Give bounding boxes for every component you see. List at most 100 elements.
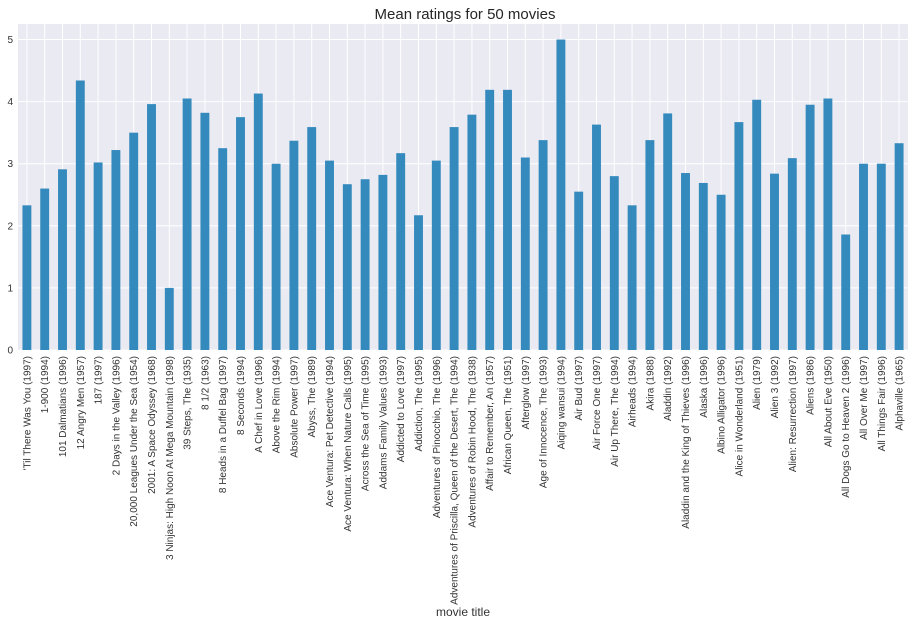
x-tick-label: 20,000 Leagues Under the Sea (1954) [129, 356, 140, 527]
bar [396, 153, 406, 350]
x-axis-label: movie title [436, 605, 490, 619]
x-tick-label: 'Til There Was You (1997) [22, 356, 33, 470]
x-tick-label: 3 Ninjas: High Noon At Mega Mountain (19… [165, 356, 176, 560]
x-tick-label: Aliens (1986) [806, 356, 817, 415]
bar [538, 140, 548, 350]
x-tick-label: 8 1/2 (1963) [200, 356, 211, 410]
x-tick-label: 8 Heads in a Duffel Bag (1997) [218, 356, 229, 493]
x-tick-label: Addicted to Love (1997) [396, 356, 407, 462]
bar [40, 188, 50, 350]
bar [182, 98, 192, 350]
x-tick-label: Alaska (1996) [699, 356, 710, 418]
bar [467, 114, 477, 350]
bar [307, 127, 317, 350]
bar [627, 205, 637, 350]
bar [520, 157, 530, 350]
bar [805, 104, 815, 350]
bar [325, 160, 334, 350]
bar [431, 160, 441, 350]
bar [823, 98, 833, 350]
bar [218, 148, 228, 350]
x-tick-label: Alien (1979) [752, 356, 763, 410]
x-tick-label: Alien: Resurrection (1997) [788, 356, 799, 472]
x-tick-label: Across the Sea of Time (1995) [361, 356, 372, 491]
bar [734, 122, 744, 350]
x-tick-label: Affair to Remember, An (1957) [485, 356, 496, 491]
y-axis-ticks: 0 1 2 3 4 5 [7, 35, 13, 356]
x-tick-label: Airheads (1994) [628, 356, 639, 427]
x-tick-label: Albino Alligator (1996) [717, 356, 728, 454]
x-tick-label: African Queen, The (1951) [503, 356, 514, 474]
bar [609, 176, 619, 350]
x-axis-ticks: 'Til There Was You (1997) 1-900 (1994) 101… [22, 356, 905, 605]
y-tick-label: 3 [7, 159, 13, 170]
bar [716, 194, 726, 350]
bar [200, 112, 210, 350]
bar [449, 127, 459, 350]
bar [378, 174, 388, 350]
bar [681, 173, 690, 350]
bar [93, 162, 103, 350]
bar [592, 124, 601, 350]
bar [111, 150, 121, 350]
y-tick-label: 1 [7, 283, 13, 294]
bar [253, 93, 263, 351]
x-tick-label: Afterglow (1997) [521, 356, 532, 429]
bar [414, 215, 423, 350]
x-tick-label: 2 Days in the Valley (1996) [111, 356, 122, 475]
bar [894, 143, 904, 350]
x-tick-label: Air Up There, The (1994) [610, 356, 621, 467]
y-tick-label: 2 [7, 221, 13, 232]
x-tick-label: Adventures of Priscilla, Queen of the De… [450, 356, 461, 605]
bar [342, 184, 352, 350]
bar [859, 163, 868, 350]
x-tick-label: All Over Me (1997) [859, 356, 870, 440]
bar [663, 113, 673, 350]
x-tick-label: Addams Family Values (1993) [378, 356, 389, 489]
bar [236, 117, 245, 351]
x-tick-label: Air Force One (1997) [592, 356, 603, 450]
bar [645, 140, 655, 350]
y-tick-label: 4 [7, 97, 13, 108]
x-tick-label: Aiqing wansui (1994) [556, 356, 567, 449]
x-tick-label: Ace Ventura: When Nature Calls (1995) [343, 356, 354, 532]
x-tick-label: 1-900 (1994) [40, 356, 51, 413]
x-tick-label: Age of Innocence, The (1993) [539, 356, 550, 488]
x-tick-label: Air Bud (1997) [574, 356, 585, 420]
bar [75, 80, 85, 351]
bar [787, 158, 797, 350]
y-tick-label: 0 [7, 346, 13, 357]
bar [360, 179, 370, 350]
bar [22, 205, 32, 350]
x-tick-label: Addiction, The (1995) [414, 356, 425, 451]
x-tick-label: Alice in Wonderland (1951) [734, 356, 745, 476]
x-tick-label: Ace Ventura: Pet Detective (1994) [325, 356, 336, 507]
bar [289, 140, 299, 350]
x-tick-label: Absolute Power (1997) [289, 356, 300, 458]
x-tick-label: All About Eve (1950) [823, 356, 834, 447]
x-tick-label: 101 Dalmatians (1996) [58, 356, 69, 457]
bar [752, 99, 762, 350]
x-tick-label: Aladdin and the King of Thieves (1996) [681, 356, 692, 529]
bar [556, 39, 566, 351]
x-tick-label: Akira (1988) [645, 356, 656, 410]
bar [271, 163, 281, 350]
x-tick-label: Abyss, The (1989) [307, 356, 318, 438]
bar [58, 169, 67, 350]
bar [841, 234, 851, 350]
x-tick-label: 12 Angry Men (1957) [76, 356, 87, 449]
x-tick-label: All Things Fair (1996) [877, 356, 888, 451]
bar [147, 104, 156, 350]
x-tick-label: Aladdin (1992) [663, 356, 674, 421]
x-tick-label: Adventures of Pinocchio, The (1996) [432, 356, 443, 518]
x-tick-label: Alphaville (1965) [895, 356, 906, 431]
x-tick-label: 187 (1997) [94, 356, 105, 404]
bars-group [22, 39, 904, 351]
x-tick-label: 39 Steps, The (1935) [183, 356, 194, 450]
bar [698, 182, 708, 350]
x-tick-label: A Chef in Love (1996) [254, 356, 265, 453]
bar [503, 89, 512, 350]
x-tick-label: Alien 3 (1992) [770, 356, 781, 418]
x-tick-label: Adventures of Robin Hood, The (1938) [467, 356, 478, 528]
